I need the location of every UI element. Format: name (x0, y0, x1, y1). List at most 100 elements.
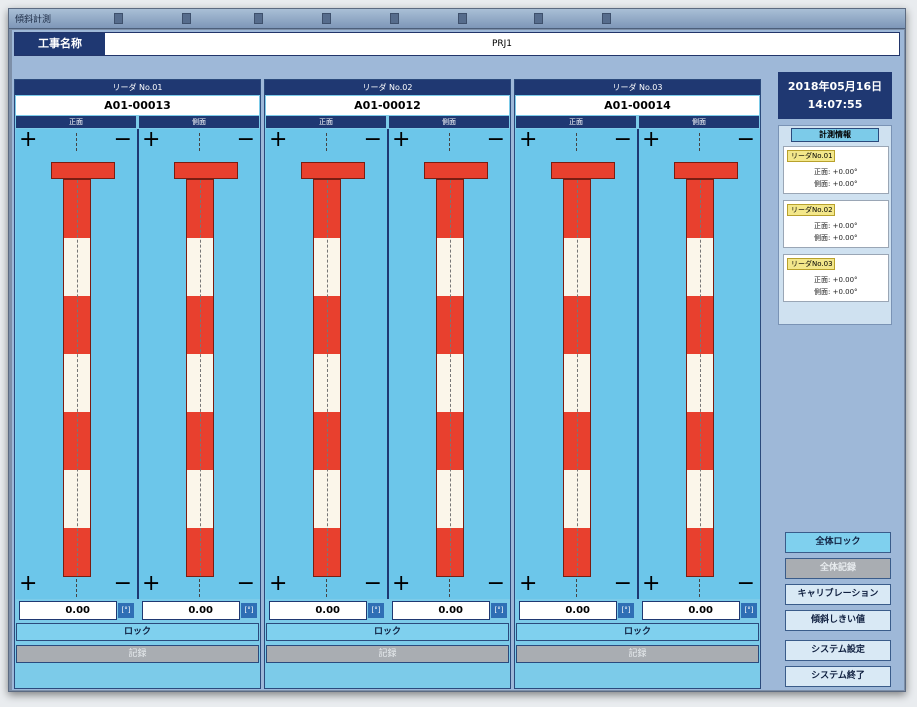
record-all-button[interactable]: 全体記録 (785, 558, 891, 579)
minus-sign: − (486, 571, 505, 596)
toolbar-icon[interactable] (390, 13, 399, 24)
info-side-value: 側面: +0.00° (814, 180, 858, 188)
system-exit-button[interactable]: システム終了 (785, 666, 891, 687)
minus-sign: − (736, 129, 755, 152)
survey-pole (63, 179, 91, 577)
plus-sign: + (269, 129, 288, 152)
info-side-value: 側面: +0.00° (814, 288, 858, 296)
reader-panel-03: リーダ No.03 A01-00014 正面 側面 + − + − 0.00 [… (514, 79, 761, 689)
plus-sign: + (392, 129, 411, 152)
plus-sign: + (19, 129, 38, 152)
info-reader-name: リーダNo.01 (787, 150, 835, 162)
calibration-button[interactable]: キャリブレーション (785, 584, 891, 605)
front-angle-readout: 0.00 (19, 601, 117, 620)
time-text: 14:07:55 (807, 98, 863, 111)
side-angle-readout: 0.00 (392, 601, 490, 620)
date-text: 2018年05月16日 (787, 80, 883, 93)
toolbar-icon[interactable] (602, 13, 611, 24)
info-card-03: リーダNo.03 正面: +0.00° 側面: +0.00° (783, 254, 889, 302)
plus-sign: + (19, 571, 38, 596)
info-front-value: 正面: +0.00° (814, 276, 858, 284)
side-label: 側面 (639, 116, 759, 128)
toolbar-icon[interactable] (114, 13, 123, 24)
info-front-value: 正面: +0.00° (814, 222, 858, 230)
side-tilt-gauge: + − + − (639, 129, 760, 599)
side-label: 側面 (389, 116, 509, 128)
minus-sign: − (236, 571, 255, 596)
front-label: 正面 (266, 116, 386, 128)
reader-header: リーダ No.03 (515, 80, 760, 95)
side-angle-readout: 0.00 (142, 601, 240, 620)
center-line (449, 579, 450, 597)
degree-unit-badge: [°] (368, 603, 384, 618)
center-line (199, 579, 200, 597)
record-button[interactable]: 記録 (16, 645, 259, 663)
side-tilt-gauge: + − + − (139, 129, 260, 599)
degree-unit-badge: [°] (741, 603, 757, 618)
info-reader-name: リーダNo.02 (787, 204, 835, 216)
degree-unit-badge: [°] (118, 603, 134, 618)
front-tilt-gauge: + − + − (266, 129, 387, 599)
pole-cap (51, 162, 115, 179)
project-label: 工事名称 (15, 33, 105, 55)
tilt-threshold-button[interactable]: 傾斜しきい値 (785, 610, 891, 631)
center-line (699, 579, 700, 597)
gauge-divider (636, 129, 639, 599)
toolbar-icon[interactable] (458, 13, 467, 24)
center-line (326, 579, 327, 597)
center-line (326, 133, 327, 151)
gauge-divider (386, 129, 389, 599)
plus-sign: + (642, 571, 661, 596)
toolbar-icon[interactable] (182, 13, 191, 24)
lock-button[interactable]: ロック (266, 623, 509, 641)
survey-pole (686, 179, 714, 577)
toolbar-icon[interactable] (322, 13, 331, 24)
record-button[interactable]: 記録 (266, 645, 509, 663)
project-row: 工事名称 PRJ1 (14, 32, 900, 56)
center-line (76, 579, 77, 597)
center-line (449, 133, 450, 151)
front-tilt-gauge: + − + − (16, 129, 137, 599)
minus-sign: − (486, 129, 505, 152)
info-side-value: 側面: +0.00° (814, 234, 858, 242)
reader-code: A01-00014 (516, 96, 759, 115)
toolbar-icon[interactable] (254, 13, 263, 24)
front-angle-readout: 0.00 (519, 601, 617, 620)
system-settings-button[interactable]: システム設定 (785, 640, 891, 661)
plus-sign: + (519, 129, 538, 152)
plus-sign: + (269, 571, 288, 596)
reader-header: リーダ No.02 (265, 80, 510, 95)
info-card-02: リーダNo.02 正面: +0.00° 側面: +0.00° (783, 200, 889, 248)
degree-unit-badge: [°] (618, 603, 634, 618)
minus-sign: − (363, 571, 382, 596)
pole-cap (674, 162, 738, 179)
minus-sign: − (613, 129, 632, 152)
title-bar: 傾斜計測 (9, 9, 905, 29)
lock-all-button[interactable]: 全体ロック (785, 532, 891, 553)
datetime-display: 2018年05月16日 14:07:55 (778, 72, 892, 119)
project-name: PRJ1 (491, 39, 513, 49)
lock-button[interactable]: ロック (516, 623, 759, 641)
pole-cap (424, 162, 488, 179)
app-window: 傾斜計測 工事名称 PRJ1 リーダ No.01 A01-00013 正面 側面… (8, 8, 906, 692)
record-button[interactable]: 記録 (516, 645, 759, 663)
plus-sign: + (642, 129, 661, 152)
plus-sign: + (392, 571, 411, 596)
gauge-divider (136, 129, 139, 599)
pole-cap (174, 162, 238, 179)
lock-button[interactable]: ロック (16, 623, 259, 641)
toolbar-icon[interactable] (534, 13, 543, 24)
survey-pole (186, 179, 214, 577)
survey-pole (313, 179, 341, 577)
front-label: 正面 (16, 116, 136, 128)
info-front-value: 正面: +0.00° (814, 168, 858, 176)
survey-pole (563, 179, 591, 577)
minus-sign: − (236, 129, 255, 152)
info-card-01: リーダNo.01 正面: +0.00° 側面: +0.00° (783, 146, 889, 194)
minus-sign: − (113, 571, 132, 596)
side-tilt-gauge: + − + − (389, 129, 510, 599)
front-label: 正面 (516, 116, 636, 128)
center-line (576, 579, 577, 597)
main-area: 工事名称 PRJ1 リーダ No.01 A01-00013 正面 側面 + − … (12, 30, 904, 690)
plus-sign: + (142, 571, 161, 596)
